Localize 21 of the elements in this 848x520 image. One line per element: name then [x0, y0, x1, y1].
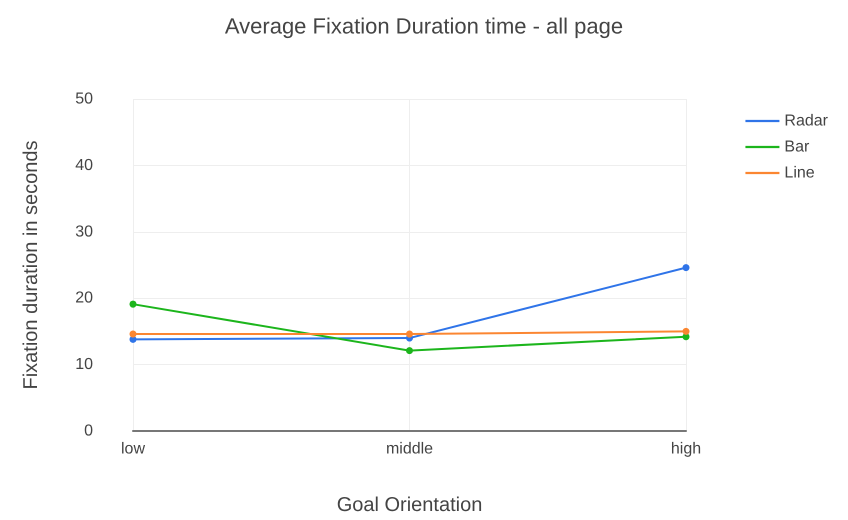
y-tick-label: 0: [84, 422, 94, 440]
x-tick-label: high: [670, 440, 702, 458]
y-tick-label: 20: [75, 290, 94, 307]
x-tick-label: low: [120, 440, 146, 458]
point: [682, 328, 690, 335]
point: [682, 264, 690, 272]
legend-label: Radar: [784, 112, 829, 130]
legend-label: Line: [784, 164, 815, 182]
x-tick-label: middle: [386, 440, 434, 458]
y-tick-label: 30: [75, 223, 94, 240]
point: [406, 330, 413, 338]
y-tick-label: 40: [75, 156, 94, 174]
point: [406, 347, 413, 354]
chart-title: Average Fixation Duration time - all page: [224, 14, 624, 38]
point: [130, 330, 136, 338]
y-tick-label: 50: [75, 90, 94, 108]
y-axis-title: Fixation duration in seconds: [20, 140, 42, 390]
legend-label: Bar: [784, 138, 810, 156]
point: [130, 300, 136, 308]
x-axis-title: Goal Orientation: [336, 494, 482, 516]
y-tick-label: 10: [75, 356, 94, 374]
